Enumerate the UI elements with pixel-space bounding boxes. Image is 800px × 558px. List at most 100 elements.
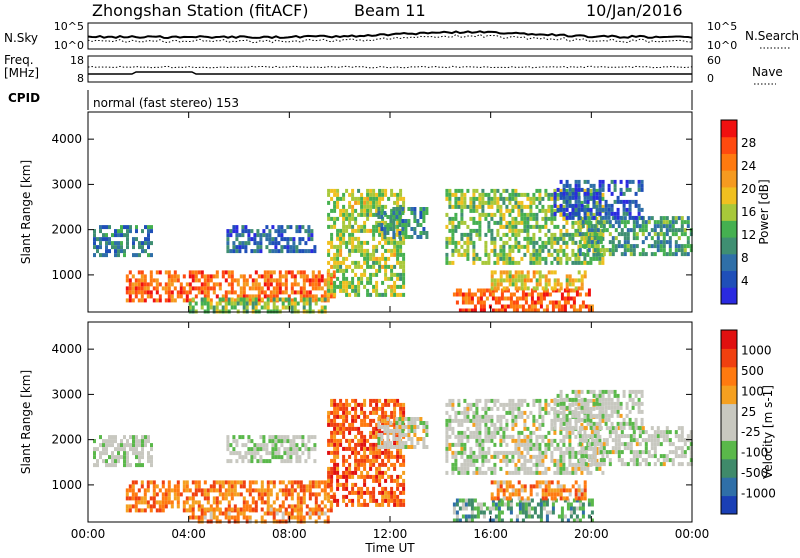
velocity-cell [219, 508, 222, 512]
velocity-cell [460, 451, 463, 455]
power-cell [258, 294, 261, 298]
power-cell [532, 261, 535, 265]
power-cell [617, 216, 620, 220]
velocity-cell [141, 480, 144, 484]
velocity-cell [252, 496, 255, 500]
velocity-cell [528, 515, 531, 519]
power-cell [401, 211, 404, 215]
velocity-cell [407, 425, 410, 429]
power-cell [501, 293, 504, 297]
power-cell [632, 216, 635, 220]
power-cell [660, 248, 663, 252]
power-cell [231, 274, 234, 278]
power-cell [454, 217, 457, 221]
velocity-cell [540, 511, 543, 515]
power-colorbar-segment [721, 204, 737, 221]
velocity-cell [575, 394, 578, 398]
velocity-cell [153, 484, 156, 488]
power-cell [460, 201, 463, 205]
velocity-cell [517, 443, 520, 447]
velocity-cell [285, 512, 288, 516]
velocity-cell [336, 439, 339, 443]
velocity-cell [135, 455, 138, 459]
velocity-cell [612, 438, 615, 442]
power-cell [292, 241, 295, 245]
velocity-cell [474, 499, 477, 503]
power-cell [235, 233, 238, 237]
velocity-cell [258, 496, 261, 500]
power-cell [472, 253, 475, 257]
power-cell [186, 298, 189, 302]
velocity-cell [532, 415, 535, 419]
power-cell [639, 224, 642, 228]
power-cell [366, 249, 369, 253]
power-cell [312, 294, 315, 298]
power-cell [517, 245, 520, 249]
power-cell [472, 189, 475, 193]
velocity-cell [648, 454, 651, 458]
velocity-cell [315, 480, 318, 484]
power-cell [219, 282, 222, 286]
velocity-cell [559, 455, 562, 459]
power-cell [502, 217, 505, 221]
power-cell [345, 213, 348, 217]
power-cell [532, 241, 535, 245]
power-cell [502, 233, 505, 237]
velocity-cell [525, 515, 528, 519]
power-cell [517, 205, 520, 209]
velocity-cell [222, 492, 225, 496]
power-cell [594, 224, 597, 228]
power-cell [261, 274, 264, 278]
power-cell [126, 274, 129, 278]
power-cell [578, 204, 581, 208]
power-cell [243, 286, 246, 290]
power-cell [486, 289, 489, 293]
power-cell [499, 213, 502, 217]
power-cell [563, 184, 566, 188]
velocity-cell [261, 492, 264, 496]
power-cell [669, 248, 672, 252]
velocity-cell [579, 458, 582, 462]
power-cell [633, 220, 636, 224]
power-cell [572, 212, 575, 216]
power-cell [392, 231, 395, 235]
power-cell [330, 294, 333, 298]
velocity-cell [511, 411, 514, 415]
power-cell [538, 201, 541, 205]
power-cell [597, 228, 600, 232]
power-cell [243, 274, 246, 278]
velocity-cell [381, 463, 384, 467]
velocity-cell [503, 488, 506, 492]
power-cell [620, 180, 623, 184]
velocity-cell [472, 451, 475, 455]
velocity-cell [480, 507, 483, 511]
power-cell [608, 188, 611, 192]
power-cell [569, 192, 572, 196]
velocity-cell [499, 435, 502, 439]
velocity-cell [198, 484, 201, 488]
power-cell [267, 278, 270, 282]
power-cell [608, 184, 611, 188]
power-cell [270, 274, 273, 278]
power-cell [532, 217, 535, 221]
velocity-cell [563, 496, 566, 500]
velocity-cell [407, 433, 410, 437]
power-cell [333, 221, 336, 225]
power-cell [378, 241, 381, 245]
velocity-cell [531, 507, 534, 511]
power-heatmap [93, 180, 693, 314]
power-cell [363, 257, 366, 261]
velocity-cell [648, 462, 651, 466]
velocity-cell [410, 441, 413, 445]
power-cell [342, 205, 345, 209]
velocity-cell [174, 492, 177, 496]
power-cell [554, 192, 557, 196]
power-cell [463, 249, 466, 253]
velocity-cell [528, 507, 531, 511]
velocity-cell [572, 414, 575, 418]
power-cell [626, 212, 629, 216]
power-cell [336, 237, 339, 241]
velocity-cell [545, 484, 548, 488]
velocity-cell [556, 443, 559, 447]
velocity-cell [369, 419, 372, 423]
